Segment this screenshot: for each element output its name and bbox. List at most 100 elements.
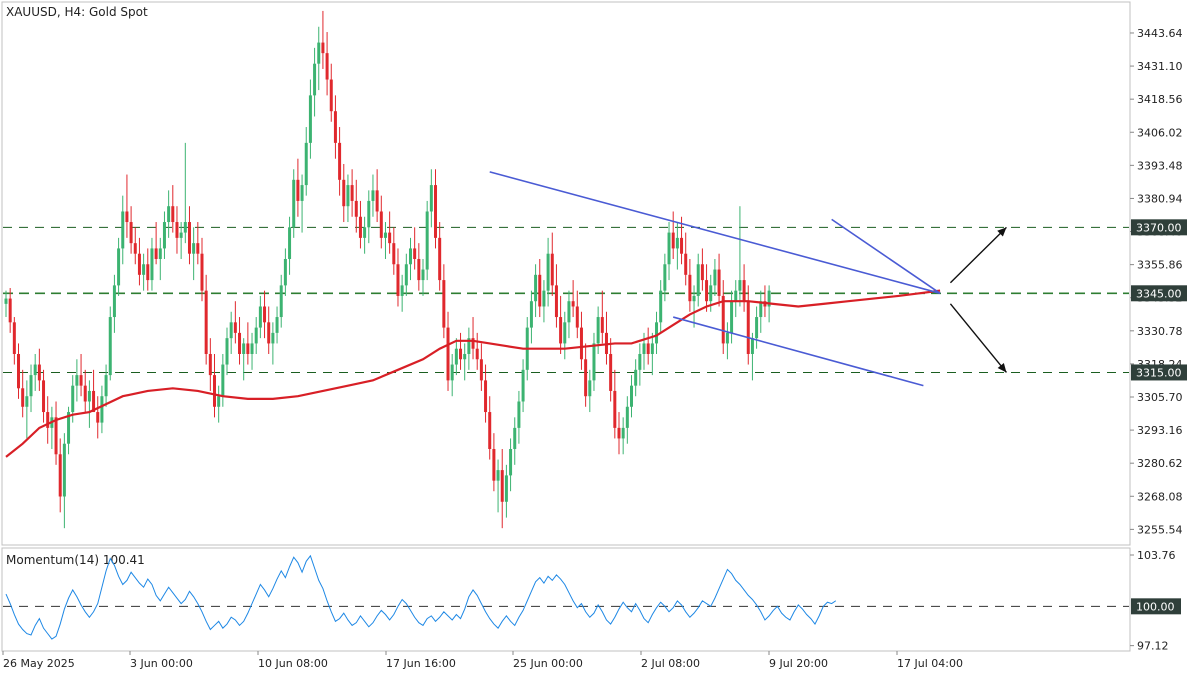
candle-body bbox=[162, 222, 166, 249]
price-tick-label: 3443.64 bbox=[1137, 27, 1183, 40]
candle-body bbox=[258, 306, 262, 328]
candle-body bbox=[388, 232, 392, 244]
candle-body bbox=[429, 185, 433, 212]
momentum-panel-frame bbox=[1, 547, 1131, 652]
candle-body bbox=[150, 248, 154, 281]
candle-body bbox=[400, 285, 404, 296]
level-tag bbox=[1131, 219, 1187, 236]
candle-body bbox=[338, 142, 342, 180]
candle-body bbox=[129, 222, 133, 244]
candle-body bbox=[375, 190, 379, 212]
candle-body bbox=[146, 264, 150, 281]
arrow-shaft bbox=[949, 303, 1008, 373]
candle-body bbox=[621, 427, 625, 439]
candle-body bbox=[513, 427, 517, 449]
candle-body bbox=[509, 448, 513, 476]
candle-body bbox=[187, 222, 191, 254]
candle-body bbox=[634, 369, 638, 386]
arrow-shaft bbox=[949, 226, 1007, 284]
candle-body bbox=[500, 470, 504, 502]
candle-body bbox=[350, 185, 354, 201]
level-tag bbox=[1131, 285, 1187, 302]
momentum-line bbox=[5, 554, 837, 640]
projection-arrows bbox=[949, 226, 1008, 373]
candle-body bbox=[183, 222, 187, 233]
candle-body bbox=[392, 243, 396, 265]
candle-body bbox=[600, 317, 604, 333]
trend-line bbox=[489, 171, 941, 295]
candle-body bbox=[37, 364, 41, 381]
candle-body bbox=[746, 301, 750, 354]
candle-body bbox=[354, 200, 358, 217]
candle-body bbox=[675, 237, 679, 249]
candle-body bbox=[371, 190, 375, 201]
candle-body bbox=[517, 401, 521, 428]
candle-body bbox=[196, 243, 200, 254]
candle-body bbox=[279, 285, 283, 318]
candle-body bbox=[17, 353, 21, 389]
candle-body bbox=[667, 232, 671, 265]
candle-body bbox=[646, 343, 650, 354]
time-tick-label: 17 Jun 16:00 bbox=[386, 657, 456, 670]
candle-body bbox=[33, 364, 37, 376]
level-tags: 3370.00 3345.00 3315.00 bbox=[1131, 219, 1187, 381]
candle-body bbox=[200, 253, 204, 291]
momentum-ref-tag bbox=[1131, 598, 1181, 615]
candle-body bbox=[42, 380, 46, 413]
price-tick-label: 3393.48 bbox=[1137, 159, 1183, 172]
candle-body bbox=[479, 359, 483, 381]
candle-body bbox=[308, 95, 312, 143]
candle-body bbox=[730, 301, 734, 333]
level-tag bbox=[1131, 364, 1187, 381]
candle-body bbox=[158, 248, 162, 259]
candle-body bbox=[542, 290, 546, 307]
candle-body bbox=[404, 264, 408, 286]
candle-body bbox=[75, 375, 79, 386]
candle-body bbox=[521, 369, 525, 402]
candle-body bbox=[655, 322, 659, 344]
candle-body bbox=[742, 280, 746, 302]
candle-body bbox=[100, 396, 104, 423]
candle-body bbox=[54, 417, 58, 455]
candle-body bbox=[154, 248, 158, 259]
candle-body bbox=[588, 380, 592, 397]
candle-body bbox=[684, 253, 688, 275]
candle-body bbox=[563, 322, 567, 344]
candle-body bbox=[121, 211, 125, 249]
candle-body bbox=[104, 375, 108, 397]
candle-body bbox=[25, 396, 29, 407]
candle-body bbox=[171, 206, 175, 223]
candle-body bbox=[46, 412, 50, 428]
main-panel-frame bbox=[1, 1, 1131, 546]
arrow-head bbox=[997, 362, 1007, 373]
candle-body bbox=[717, 269, 721, 296]
candle-body bbox=[317, 42, 321, 64]
candle-body bbox=[133, 243, 137, 254]
candle-body bbox=[492, 448, 496, 481]
candle-body bbox=[459, 348, 463, 360]
candle-body bbox=[71, 385, 75, 413]
candle-body bbox=[454, 348, 458, 365]
candle-body bbox=[642, 343, 646, 354]
candle-body bbox=[734, 290, 738, 302]
candle-body bbox=[8, 298, 12, 323]
candle-body bbox=[4, 298, 8, 304]
candle-body bbox=[625, 406, 629, 428]
candle-body bbox=[137, 253, 141, 275]
candle-body bbox=[79, 375, 83, 386]
candle-body bbox=[175, 222, 179, 238]
moving-average bbox=[5, 289, 941, 458]
price-tick-label: 3431.10 bbox=[1137, 60, 1183, 73]
candle-body bbox=[233, 322, 237, 333]
candle-body bbox=[167, 206, 171, 223]
candle-body bbox=[567, 301, 571, 323]
candle-body bbox=[92, 390, 96, 413]
candle-body bbox=[321, 42, 325, 54]
time-tick-label: 2 Jul 08:00 bbox=[641, 657, 700, 670]
candle-body bbox=[680, 237, 684, 254]
candle-body bbox=[484, 380, 488, 413]
candle-body bbox=[671, 232, 675, 249]
candle-body bbox=[559, 317, 563, 344]
momentum-tick-label: 97.12 bbox=[1137, 640, 1169, 653]
candle-body bbox=[288, 227, 292, 259]
